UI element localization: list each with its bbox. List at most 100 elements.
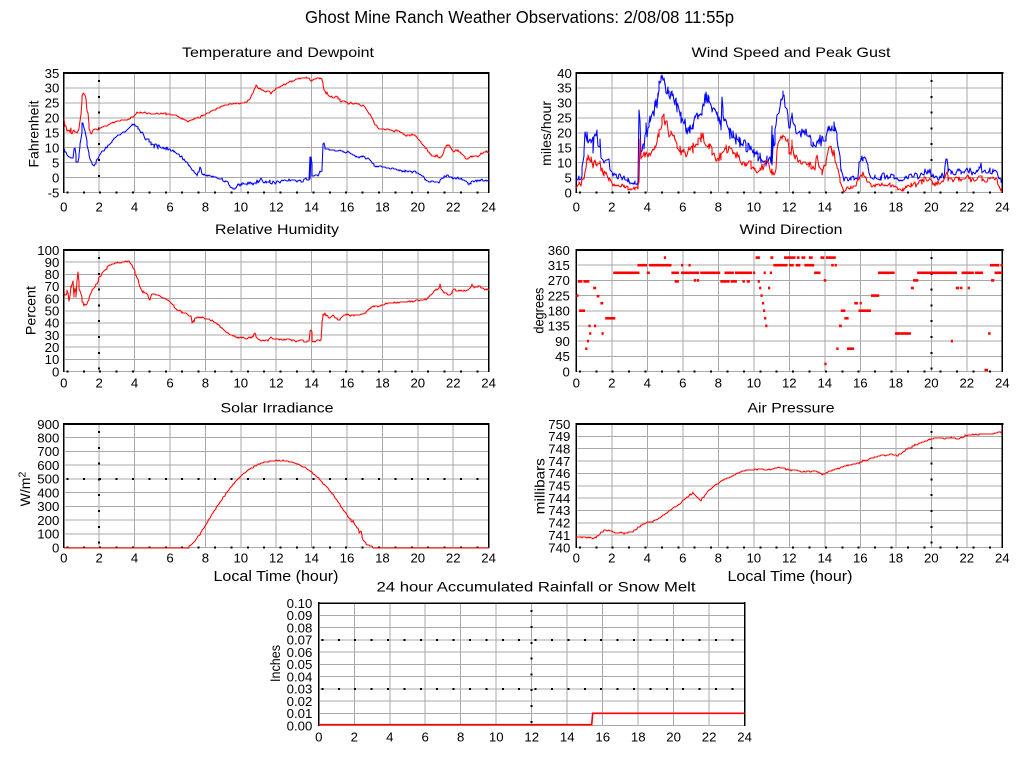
svg-text:0.08: 0.08 [287,621,313,636]
svg-text:8: 8 [202,551,209,566]
svg-text:744: 744 [548,491,570,506]
svg-text:0: 0 [315,730,322,745]
svg-text:742: 742 [548,516,570,531]
svg-text:8: 8 [202,375,209,390]
svg-text:0.02: 0.02 [287,694,313,709]
svg-text:60: 60 [45,291,60,306]
svg-text:10: 10 [45,141,60,156]
svg-text:745: 745 [548,479,570,494]
svg-text:W/m2: W/m2 [17,472,34,507]
svg-text:0.09: 0.09 [287,608,313,623]
svg-text:300: 300 [37,499,59,514]
svg-text:12: 12 [269,375,284,390]
svg-text:0: 0 [573,375,580,390]
svg-text:315: 315 [548,258,570,273]
svg-text:-5: -5 [48,185,60,200]
svg-text:5: 5 [52,155,59,170]
svg-text:90: 90 [45,255,60,270]
svg-text:30: 30 [45,328,60,343]
svg-text:Wind Direction: Wind Direction [740,221,843,237]
svg-text:0: 0 [573,200,580,215]
svg-text:18: 18 [888,375,903,390]
svg-text:10: 10 [557,155,572,170]
svg-text:Local Time (hour): Local Time (hour) [728,569,853,585]
svg-text:0: 0 [60,375,67,390]
svg-text:0: 0 [52,364,59,379]
svg-text:Ghost Mine Ranch Weather Obser: Ghost Mine Ranch Weather Observations: 2… [305,7,734,27]
svg-text:12: 12 [782,551,797,566]
svg-text:24 hour Accumulated Rainfall o: 24 hour Accumulated Rainfall or Snow Mel… [377,579,696,595]
svg-text:8: 8 [715,200,722,215]
svg-text:15: 15 [45,126,60,141]
svg-text:22: 22 [446,551,461,566]
svg-text:135: 135 [548,319,570,334]
svg-text:0: 0 [573,551,580,566]
svg-text:2: 2 [96,551,103,566]
svg-text:5: 5 [564,170,571,185]
svg-text:20: 20 [410,375,425,390]
svg-text:16: 16 [340,375,355,390]
svg-text:0.06: 0.06 [287,645,313,660]
svg-text:10: 10 [746,200,761,215]
svg-text:14: 14 [304,375,319,390]
svg-text:24: 24 [995,375,1010,390]
svg-text:6: 6 [679,551,686,566]
svg-text:16: 16 [340,551,355,566]
svg-text:225: 225 [548,288,570,303]
svg-text:360: 360 [548,243,570,258]
svg-text:270: 270 [548,273,570,288]
svg-text:35: 35 [45,66,60,81]
svg-text:0: 0 [564,185,571,200]
svg-text:Percent: Percent [23,286,39,335]
svg-text:0.04: 0.04 [287,669,313,684]
svg-text:8: 8 [457,730,464,745]
svg-text:10: 10 [746,551,761,566]
svg-text:30: 30 [557,96,572,111]
svg-text:22: 22 [446,375,461,390]
svg-text:4: 4 [644,551,651,566]
svg-text:4: 4 [131,551,138,566]
svg-text:18: 18 [888,200,903,215]
svg-text:18: 18 [888,551,903,566]
svg-text:700: 700 [37,444,59,459]
svg-text:22: 22 [702,730,717,745]
svg-text:0: 0 [52,540,59,555]
svg-text:14: 14 [817,551,832,566]
svg-text:6: 6 [679,200,686,215]
svg-text:10: 10 [746,375,761,390]
svg-text:743: 743 [548,503,570,518]
svg-text:600: 600 [37,458,59,473]
svg-text:Wind Speed and Peak Gust: Wind Speed and Peak Gust [692,44,891,60]
svg-text:Solar Irradiance: Solar Irradiance [221,399,334,415]
svg-text:6: 6 [422,730,429,745]
svg-text:30: 30 [45,81,60,96]
svg-text:20: 20 [410,551,425,566]
svg-text:degrees: degrees [530,288,546,334]
svg-text:millibars: millibars [531,458,547,514]
svg-text:748: 748 [548,442,570,457]
svg-text:Air Pressure: Air Pressure [748,399,835,415]
svg-text:22: 22 [959,375,974,390]
svg-text:45: 45 [555,349,570,364]
svg-text:10: 10 [233,200,248,215]
svg-text:16: 16 [340,200,355,215]
svg-text:25: 25 [45,96,60,111]
svg-text:2: 2 [608,200,615,215]
svg-text:35: 35 [557,81,572,96]
svg-text:40: 40 [45,316,60,331]
svg-text:22: 22 [959,200,974,215]
svg-text:6: 6 [166,375,173,390]
svg-text:10: 10 [233,375,248,390]
svg-text:8: 8 [202,200,209,215]
svg-text:4: 4 [131,375,138,390]
svg-text:800: 800 [37,431,59,446]
svg-text:10: 10 [45,352,60,367]
svg-text:18: 18 [375,200,390,215]
svg-text:0: 0 [52,170,59,185]
svg-text:0.03: 0.03 [287,682,313,697]
svg-text:24: 24 [995,551,1010,566]
svg-text:50: 50 [45,304,60,319]
svg-text:miles/hour: miles/hour [538,101,554,166]
svg-text:0.05: 0.05 [287,657,313,672]
svg-text:16: 16 [853,375,868,390]
